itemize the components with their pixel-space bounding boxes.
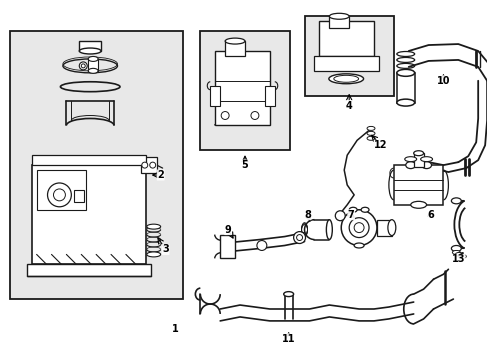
Bar [304, 16, 393, 96]
Bar [141, 157, 156, 173]
Bar [27, 264, 150, 276]
Text: 12: 12 [373, 140, 387, 150]
Bar [215, 51, 269, 125]
Circle shape [142, 162, 147, 168]
Ellipse shape [450, 246, 460, 251]
Ellipse shape [325, 220, 332, 239]
Text: 10: 10 [436, 76, 449, 86]
Ellipse shape [396, 99, 414, 106]
Bar [413, 153, 423, 167]
Circle shape [47, 183, 71, 207]
Ellipse shape [405, 162, 415, 168]
Ellipse shape [88, 57, 98, 62]
Circle shape [149, 162, 155, 168]
Ellipse shape [283, 292, 293, 297]
Ellipse shape [88, 68, 98, 73]
Text: 7: 7 [347, 210, 354, 220]
Circle shape [348, 218, 368, 238]
Text: 5: 5 [241, 160, 248, 170]
Ellipse shape [420, 157, 432, 162]
Circle shape [81, 64, 85, 68]
Circle shape [341, 210, 376, 246]
Bar [224, 41, 244, 56]
Ellipse shape [413, 151, 423, 156]
Circle shape [250, 112, 258, 120]
Text: 9: 9 [224, 225, 231, 235]
Bar [319, 21, 373, 56]
Bar [79, 41, 101, 51]
Ellipse shape [421, 162, 431, 168]
Ellipse shape [396, 69, 414, 76]
Circle shape [79, 62, 87, 70]
Text: 4: 4 [345, 100, 352, 111]
Circle shape [256, 240, 266, 251]
Ellipse shape [63, 59, 117, 73]
Ellipse shape [333, 75, 358, 82]
Bar [37, 170, 86, 210]
Bar [328, 16, 348, 28]
Bar [220, 235, 235, 258]
Bar [396, 73, 414, 103]
Ellipse shape [353, 243, 364, 248]
Ellipse shape [404, 157, 416, 162]
Ellipse shape [224, 38, 244, 44]
Ellipse shape [366, 126, 374, 130]
Ellipse shape [387, 220, 395, 235]
Ellipse shape [366, 131, 374, 135]
Ellipse shape [396, 51, 414, 57]
Bar [32, 155, 145, 165]
Ellipse shape [146, 252, 161, 257]
Ellipse shape [454, 252, 462, 256]
Text: 1: 1 [172, 324, 179, 334]
Circle shape [335, 211, 345, 221]
Ellipse shape [366, 136, 374, 140]
Bar [74, 190, 84, 202]
Ellipse shape [360, 207, 368, 212]
Text: 3: 3 [162, 244, 169, 255]
Ellipse shape [410, 201, 426, 208]
Text: 11: 11 [281, 334, 295, 344]
Text: 2: 2 [157, 170, 163, 180]
Ellipse shape [396, 58, 414, 62]
Circle shape [353, 223, 364, 233]
Ellipse shape [328, 13, 348, 19]
Circle shape [221, 112, 229, 120]
Circle shape [293, 231, 305, 243]
Ellipse shape [348, 207, 356, 212]
Ellipse shape [328, 74, 363, 84]
Bar [210, 86, 220, 105]
Text: 6: 6 [427, 210, 433, 220]
Ellipse shape [450, 198, 460, 204]
Bar [200, 31, 289, 150]
Text: 13: 13 [450, 255, 464, 264]
Circle shape [53, 189, 65, 201]
Bar [264, 86, 274, 105]
Ellipse shape [146, 224, 161, 229]
Bar [393, 165, 443, 205]
Ellipse shape [396, 63, 414, 68]
Text: 8: 8 [304, 210, 310, 220]
Circle shape [296, 235, 302, 240]
Bar [314, 56, 378, 71]
Ellipse shape [457, 255, 466, 258]
Ellipse shape [451, 251, 459, 255]
Bar [376, 220, 391, 235]
Bar [88, 59, 98, 71]
Bar [32, 165, 145, 264]
Bar [10, 31, 183, 299]
Ellipse shape [79, 48, 101, 54]
